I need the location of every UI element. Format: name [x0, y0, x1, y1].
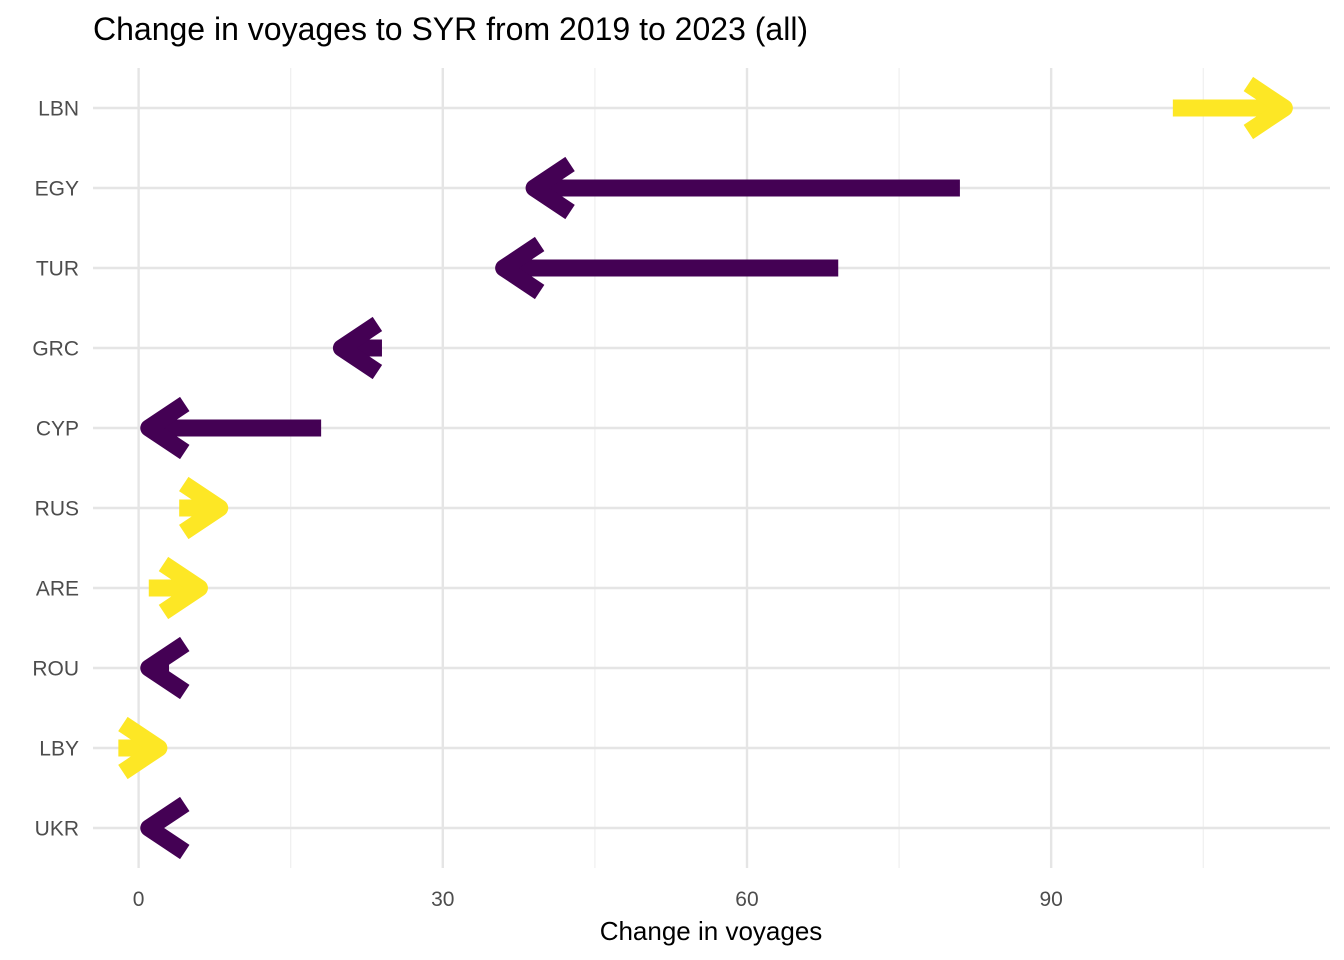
arrow-head [140, 636, 190, 700]
y-tick-label: EGY [35, 178, 79, 201]
x-axis-ticks: 0 30 60 90 [133, 888, 1063, 911]
arrow-mark [1172, 76, 1293, 140]
arrow-mark [118, 716, 168, 780]
arrow-mark [140, 396, 322, 460]
arrow-head [332, 316, 383, 380]
arrow-head [140, 396, 190, 460]
x-tick-label: 0 [133, 888, 145, 911]
arrow-head [495, 236, 545, 300]
arrow-mark [148, 556, 208, 620]
y-tick-label: ARE [36, 578, 79, 601]
arrow-head [140, 796, 190, 860]
y-tick-label: LBN [38, 98, 79, 121]
arrow-head [179, 476, 229, 540]
arrow-mark [140, 636, 190, 700]
x-tick-label: 30 [431, 888, 454, 911]
y-tick-label: GRC [32, 338, 79, 361]
y-tick-label: RUS [35, 498, 79, 521]
arrow-marks [118, 76, 1293, 860]
x-axis-title: Change in voyages [600, 916, 823, 946]
y-tick-label: UKR [35, 818, 79, 841]
arrow-mark [140, 796, 190, 860]
y-tick-label: CYP [36, 418, 79, 441]
arrow-head [158, 556, 208, 620]
arrow-mark [495, 236, 839, 300]
arrow-head [525, 156, 575, 220]
arrow-head [118, 716, 168, 780]
x-tick-label: 60 [735, 888, 758, 911]
arrow-mark [525, 156, 960, 220]
arrow-mark [179, 476, 229, 540]
y-tick-label: TUR [36, 258, 79, 281]
y-tick-label: LBY [39, 738, 79, 761]
y-tick-label: ROU [32, 658, 79, 681]
y-axis-ticks: LBN EGY TUR GRC CYP RUS ARE ROU LBY UKR [32, 98, 79, 841]
arrow-mark [332, 316, 383, 380]
chart-title: Change in voyages to SYR from 2019 to 20… [93, 11, 808, 47]
grid [93, 68, 1330, 868]
arrow-head [1243, 76, 1293, 140]
x-tick-label: 90 [1039, 888, 1062, 911]
